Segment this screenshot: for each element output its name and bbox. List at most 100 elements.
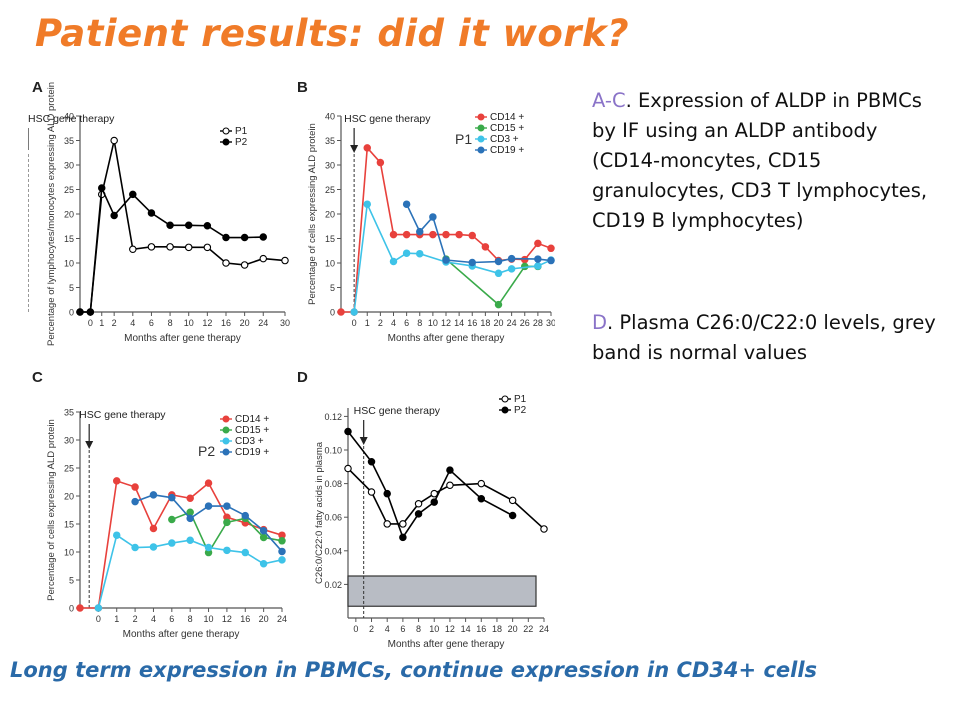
y-tick-label: 10 [64,259,74,269]
y-tick-label: 20 [64,492,74,502]
series-p2-legend-marker [501,406,509,414]
series-p2-line [347,431,514,540]
series-p2-point [240,233,249,242]
series-p2-point [97,184,106,192]
y-tick-label: 25 [325,185,335,195]
y-tick-label: 35 [64,408,74,418]
y-tick-label: 0.02 [324,580,342,590]
series-p1-point [166,243,174,251]
series-p1-point [110,136,118,145]
therapy-arrow-head [85,441,94,449]
x-axis-label: Months after gene therapy [124,333,241,344]
x-tick-label: 10 [428,318,438,328]
series-p2-point [129,190,137,199]
x-tick-label: 6 [149,318,154,328]
x-tick-label: 18 [492,624,502,634]
series-cd14-line [341,145,552,313]
group-label: P2 [198,443,215,459]
description-d-text: . Plasma C26:0/C22:0 levels, grey band i… [592,311,936,364]
x-tick-label: 2 [369,624,374,634]
series-p2-point [414,510,423,518]
series-cd14-point [131,483,139,491]
x-tick-label: 8 [188,614,193,624]
series-p2-legend-marker [222,138,230,146]
series-p2-point [344,427,352,436]
series-cd3-point [494,269,503,278]
x-tick-label: 12 [441,318,451,328]
series-cd3-point [186,536,194,544]
y-axis-label: Percentage of cells expressing ALD prote… [307,123,318,305]
panel-b-chart: B 0 5 10 15 20 25 30 35 40 0 1 2 4 6 8 10 12 14 16 18 20 24 26 2… [293,72,556,361]
x-tick-label: 14 [461,624,471,634]
series-p1-line [80,140,286,313]
x-tick-label: 30 [280,318,290,328]
series-cd19-point [204,502,213,510]
x-tick-label: 16 [467,318,477,328]
series-p1-point [222,259,230,267]
description-ac: A-C. Expression of ALDP in PBMCs by IF u… [592,86,937,236]
x-axis-label: Months after gene therapy [388,639,505,650]
series-p1-point [383,520,391,528]
series-cd19-point [547,256,555,265]
series-cd14-legend-label: CD14 + [235,414,269,425]
series-cd14-point [376,158,385,167]
y-tick-label: 10 [325,259,335,269]
y-axis-label: C26:0/C22:0 fatty acids in plasma [314,441,325,584]
panel-letter: A [32,79,43,96]
series-p1-point [203,243,212,252]
series-cd19-point [223,502,231,510]
x-tick-label: 12 [222,614,232,624]
x-tick-label: 4 [130,318,135,328]
series-cd3-legend-label: CD3 + [235,436,264,447]
y-tick-label: 0 [330,308,335,318]
x-tick-label: 0 [352,318,357,328]
series-cd19-point [416,227,424,236]
therapy-arrow-head [350,145,359,153]
series-cd19-legend-marker [477,146,485,154]
series-p2-point [259,233,268,241]
x-tick-label: 26 [520,318,530,328]
series-cd19-legend-label: CD19 + [235,447,269,458]
series-cd19-point [402,200,411,208]
series-cd19-point [168,493,176,502]
series-p1-point [281,256,289,265]
series-cd14-point [337,308,345,316]
y-tick-label: 25 [64,464,74,474]
x-tick-label: 10 [204,614,214,624]
series-cd14-point [389,230,398,239]
series-p1-point [240,261,249,269]
series-p2-point [147,209,156,217]
y-tick-label: 15 [64,234,74,244]
description-d-label: D [592,311,608,334]
y-tick-label: 25 [64,185,74,195]
series-p1-point [184,243,193,252]
x-axis-label: Months after gene therapy [123,629,240,640]
x-tick-label: 8 [168,318,173,328]
series-cd19-point [507,254,516,263]
series-cd3-point [223,546,231,555]
series-p1-point [508,496,517,505]
series-cd14-point [547,244,555,253]
series-cd14-line [80,479,283,609]
series-cd19-point [186,514,194,523]
y-tick-label: 40 [325,112,335,122]
x-tick-label: 8 [417,318,422,328]
series-p2-point [166,221,174,230]
series-cd15-point [278,537,286,545]
series-p1-point [344,464,352,473]
series-cd14-point [149,524,158,533]
series-cd14-point [363,144,372,152]
series-cd3-point [389,257,398,266]
x-tick-label: 24 [507,318,517,328]
series-cd3-point [149,543,158,551]
series-cd15-point [223,518,231,527]
series-p2-point [367,458,376,466]
description-ac-label: A-C [592,89,626,112]
series-cd3-point [204,543,213,552]
y-tick-label: 30 [64,436,74,446]
series-cd3-line [97,533,283,609]
series-p1-legend-label: P1 [235,126,248,137]
x-tick-label: 12 [445,624,455,634]
series-cd19-point [442,256,450,264]
series-cd19-legend-marker [222,448,230,456]
